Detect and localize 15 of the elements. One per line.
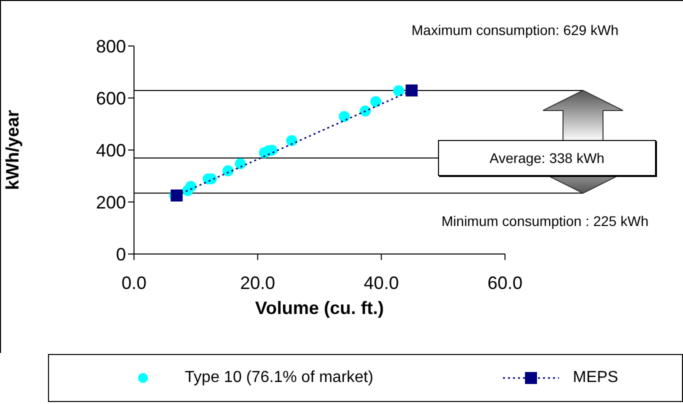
y-tick-label: 600	[96, 88, 126, 108]
y-axis-title: kWh/year	[2, 110, 22, 190]
y-tick-label: 0	[116, 244, 126, 264]
legend-label: Type 10 (76.1% of market)	[184, 369, 374, 387]
x-tick-label: 20.0	[240, 272, 276, 293]
legend-label: MEPS	[572, 369, 618, 387]
y-tick-label: 800	[96, 36, 126, 56]
x-axis-title: Volume (cu. ft.)	[255, 298, 384, 318]
y-tick-label: 400	[96, 140, 126, 160]
annotation: Minimum consumption : 225 kWh	[440, 213, 650, 230]
x-tick-label: 60.0	[487, 272, 523, 293]
x-tick-label: 0.0	[121, 272, 147, 293]
y-tick-label: 200	[96, 192, 126, 212]
x-tick-label: 40.0	[364, 272, 399, 293]
text: Maximum consumption: 629 kWh	[410, 22, 620, 38]
